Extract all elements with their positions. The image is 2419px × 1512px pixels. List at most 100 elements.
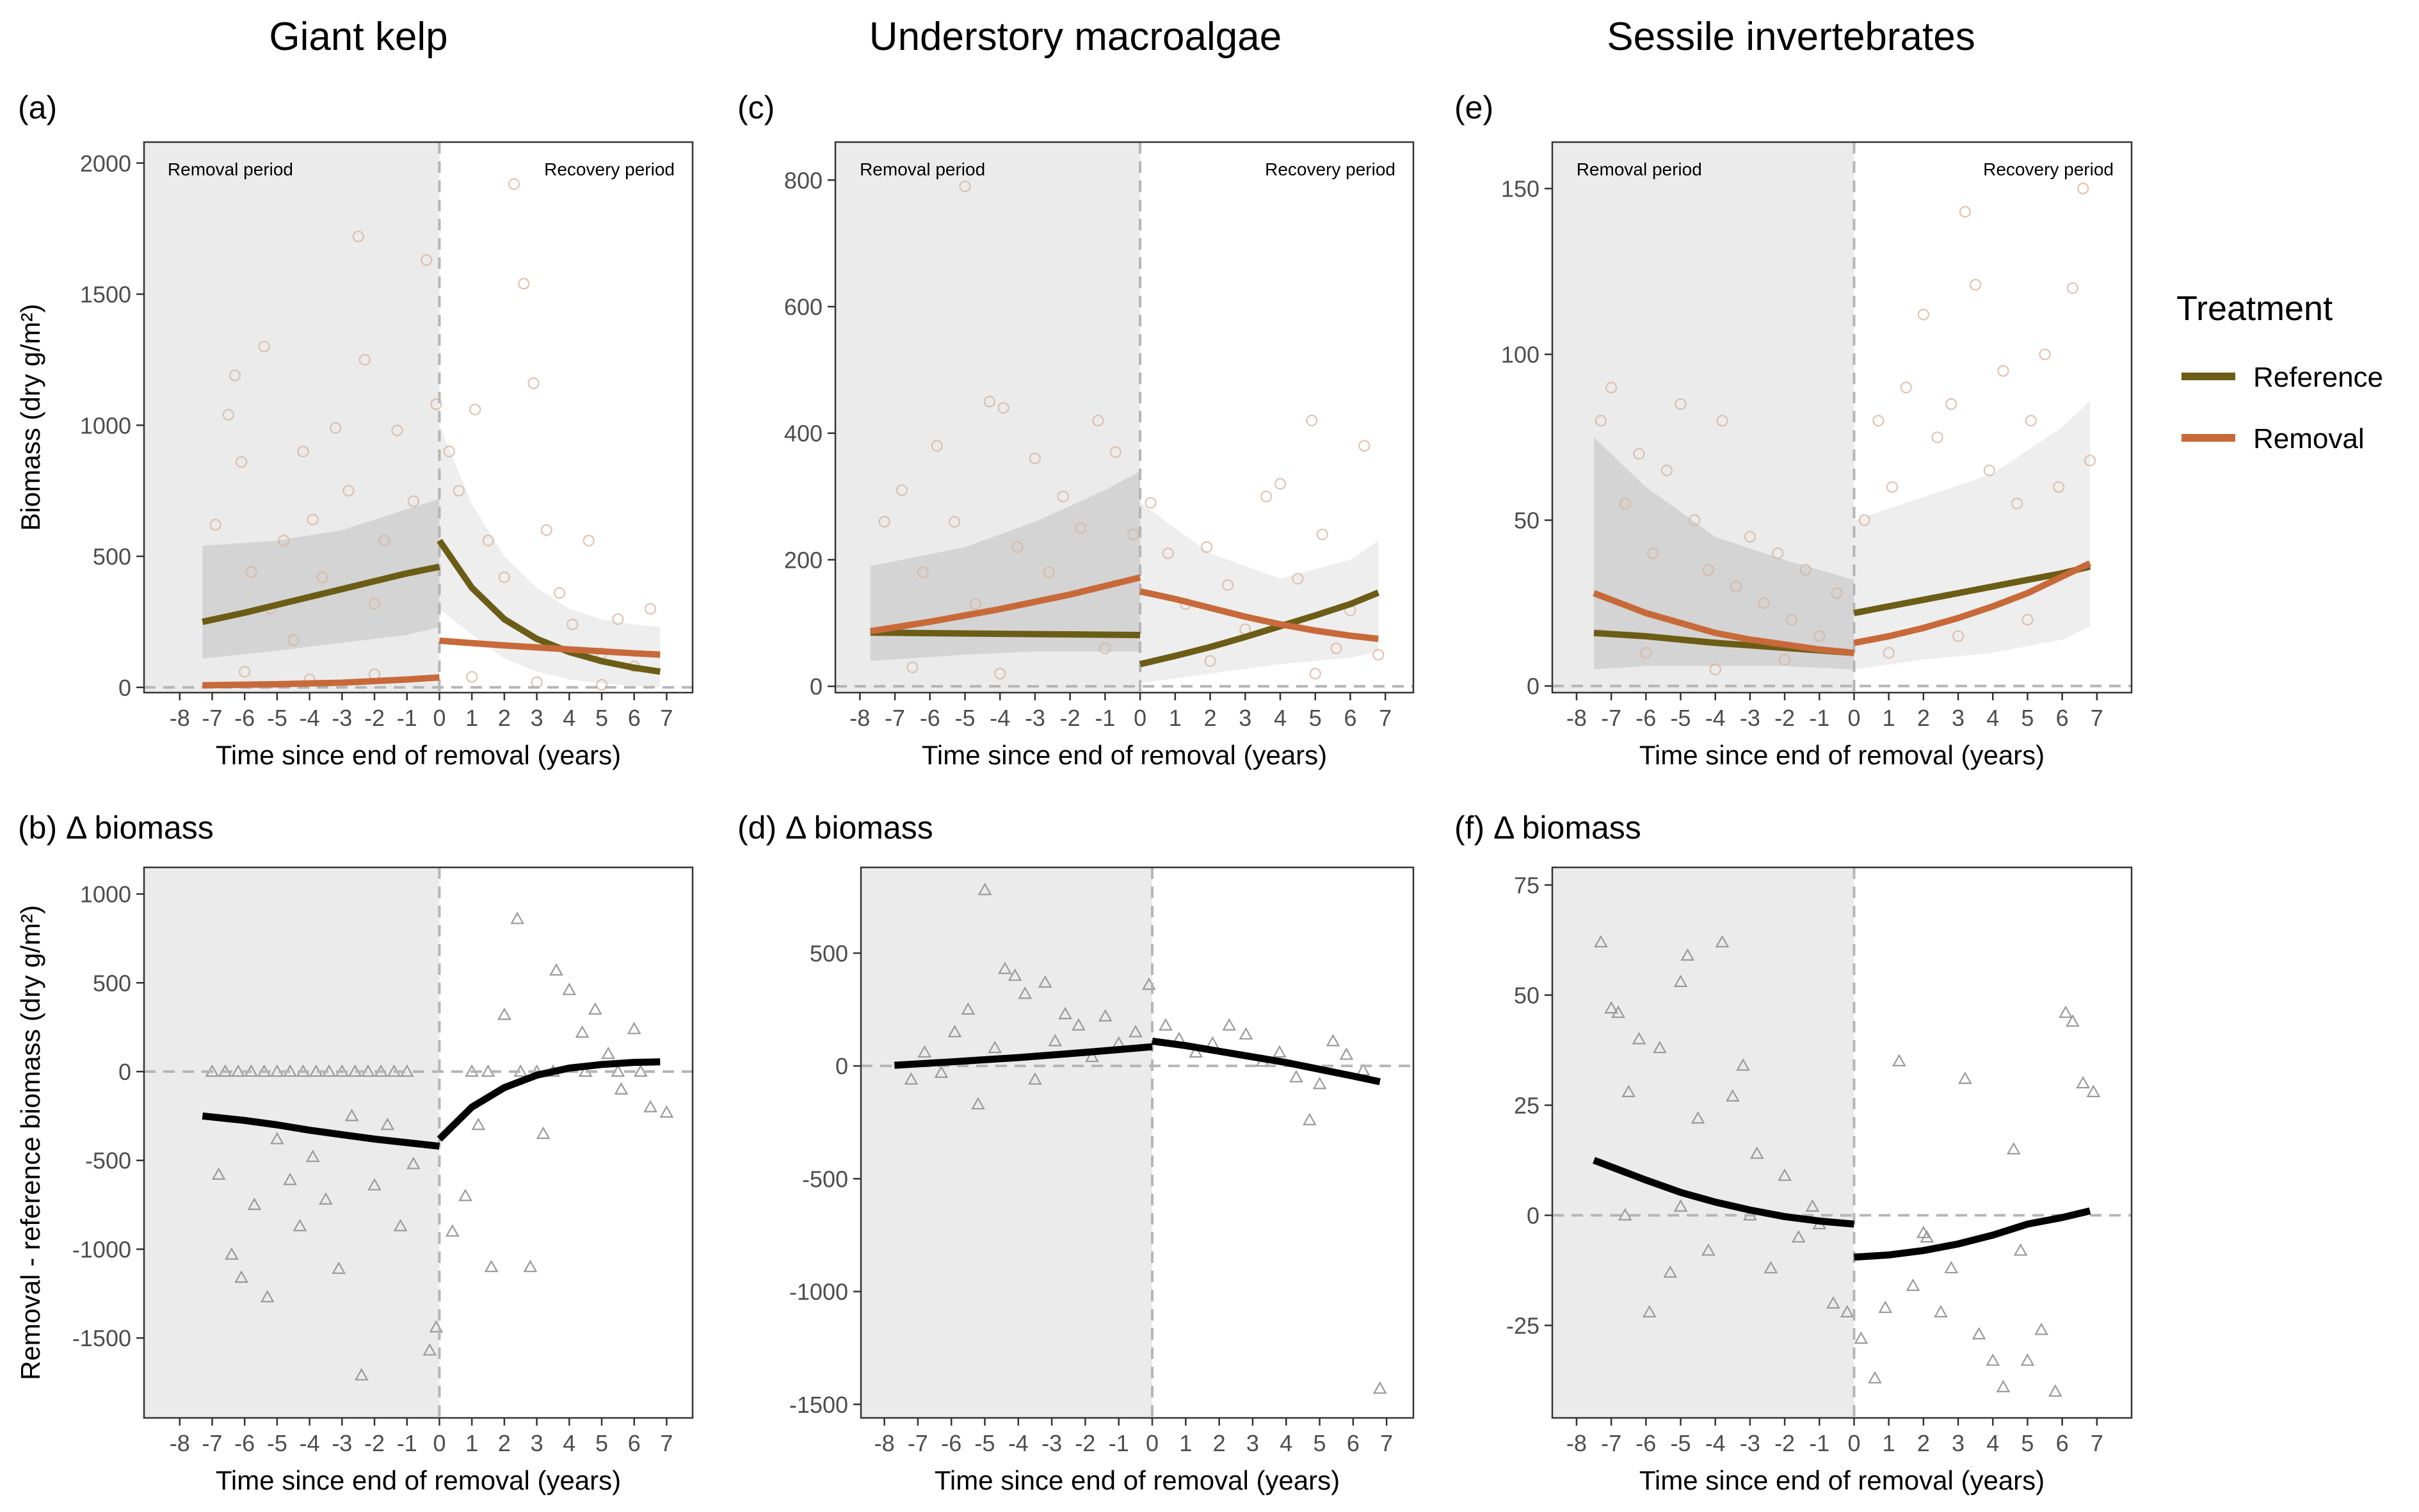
data-point-2 (1619, 497, 1631, 510)
data-point-0 (878, 516, 890, 528)
data-point-34 (429, 1320, 444, 1333)
data-point-12 (1038, 975, 1052, 988)
x-tick-label: -3 (332, 1430, 352, 1456)
data-point-0 (209, 519, 221, 531)
data-point-16 (1764, 1260, 1778, 1274)
x-tick-label: 1 (465, 1430, 478, 1456)
data-point-33 (422, 1343, 437, 1356)
data-point-12 (1057, 490, 1069, 503)
data-point-6 (977, 883, 992, 896)
x-tick-label: -3 (332, 705, 352, 731)
data-point-7 (277, 535, 290, 547)
y-tick-label: -1500 (789, 1392, 848, 1418)
data-point-26 (1239, 1027, 1253, 1040)
data-point-20 (1201, 541, 1213, 553)
x-tick-label: -6 (920, 705, 940, 731)
data-point-3 (236, 456, 248, 468)
x-tick-label: -2 (364, 705, 385, 731)
x-tick-label: -7 (1601, 705, 1621, 731)
data-point-37 (471, 1118, 486, 1130)
data-point-19 (407, 495, 419, 508)
x-tick-label: -3 (1025, 705, 1045, 731)
x-tick-label: -5 (267, 1430, 287, 1456)
data-point-46 (1916, 1225, 1931, 1239)
data-point-44 (562, 983, 577, 995)
series-line-delta-1 (1152, 1037, 1381, 1086)
panel-b: -8 -7 -6 -5 -4 -3 -2 -1 0 1 2 3 4 5 6 7-1500-1000-50005… (15, 866, 694, 1495)
x-tick-label: 6 (2056, 1430, 2069, 1456)
data-point-50 (643, 1100, 657, 1113)
data-point-21 (430, 398, 442, 410)
legend-title: Treatment (2176, 289, 2333, 328)
data-point-43 (549, 963, 563, 976)
data-point-9 (1716, 415, 1728, 427)
data-point-15 (358, 353, 371, 366)
x-tick-label: 3 (1952, 705, 1965, 731)
data-point-4 (948, 516, 961, 528)
x-tick-label: 5 (595, 705, 608, 731)
x-tick-label: -2 (1774, 1430, 1795, 1456)
x-tick-label: -7 (908, 1430, 928, 1456)
x-tick-label: 5 (1314, 1430, 1326, 1456)
x-tick-label: -2 (1075, 1430, 1095, 1456)
data-point-26 (1970, 278, 1982, 291)
data-point-10 (1029, 453, 1041, 465)
x-tick-label: 5 (2021, 1430, 2034, 1456)
data-point-13 (342, 485, 355, 497)
y-tick-label: -1000 (789, 1279, 848, 1305)
x-tick-label: 6 (1344, 705, 1356, 731)
x-tick-label: 0 (1847, 705, 1860, 731)
data-point-12 (1758, 597, 1770, 609)
x-tick-label: -7 (202, 1430, 222, 1456)
data-point-33 (1339, 1047, 1354, 1060)
x-tick-label: -8 (170, 705, 190, 731)
data-point-20 (260, 1290, 275, 1303)
data-point-33 (583, 535, 595, 547)
data-point-5 (971, 1097, 985, 1110)
data-point-36 (1372, 648, 1385, 661)
data-point-21 (1159, 1018, 1173, 1031)
x-tick-label: 2 (1917, 1430, 1930, 1456)
data-point-41 (2021, 613, 2034, 626)
plot-frame (860, 866, 1415, 1419)
panel-e: Removal period Recovery period-8 -7 -6 -5 -4-… (1501, 141, 2133, 770)
plot-frame (1551, 141, 2133, 694)
data-point-0 (1595, 415, 1607, 427)
x-tick-label: -4 (1008, 1430, 1029, 1456)
data-point-12 (1715, 935, 1730, 948)
y-tick-label: 1500 (80, 282, 131, 308)
data-point-42 (531, 676, 543, 688)
data-point-34 (1204, 655, 1216, 667)
data-point-4 (961, 1002, 976, 1015)
x-tick-label: 1 (465, 705, 478, 731)
data-point-40 (2076, 1075, 2091, 1089)
data-point-15 (1072, 1018, 1086, 1031)
x-tick-label: -4 (990, 705, 1010, 731)
x-tick-label: -3 (1740, 705, 1760, 731)
confidence-band-1 (1854, 401, 2090, 670)
x-tick-label: -1 (397, 705, 417, 731)
x-tick-label: 2 (498, 1430, 511, 1456)
data-point-43 (595, 679, 608, 691)
plot-frame (834, 141, 1415, 694)
x-tick-label: -1 (1095, 705, 1115, 731)
data-point-1 (896, 484, 908, 496)
y-tick-label: 0 (1527, 1203, 1539, 1229)
data-point-32 (2053, 481, 2065, 493)
data-point-22 (1917, 309, 1929, 321)
data-point-1 (917, 1045, 932, 1058)
data-point-8 (998, 961, 1012, 974)
data-point-30 (540, 524, 552, 536)
data-point-4 (1632, 1032, 1646, 1045)
x-tick-label: -2 (1774, 705, 1795, 731)
plot-frame (143, 866, 694, 1419)
x-tick-label: 4 (563, 1430, 575, 1456)
legend-label-reference: Reference (2253, 362, 2383, 393)
x-tick-label: 6 (2056, 705, 2069, 731)
data-point-30 (2025, 415, 2037, 427)
data-point-28 (1934, 1305, 1948, 1317)
x-axis-title: Time since end of removal (years) (1639, 1465, 2045, 1495)
x-tick-label: 4 (1274, 705, 1287, 731)
